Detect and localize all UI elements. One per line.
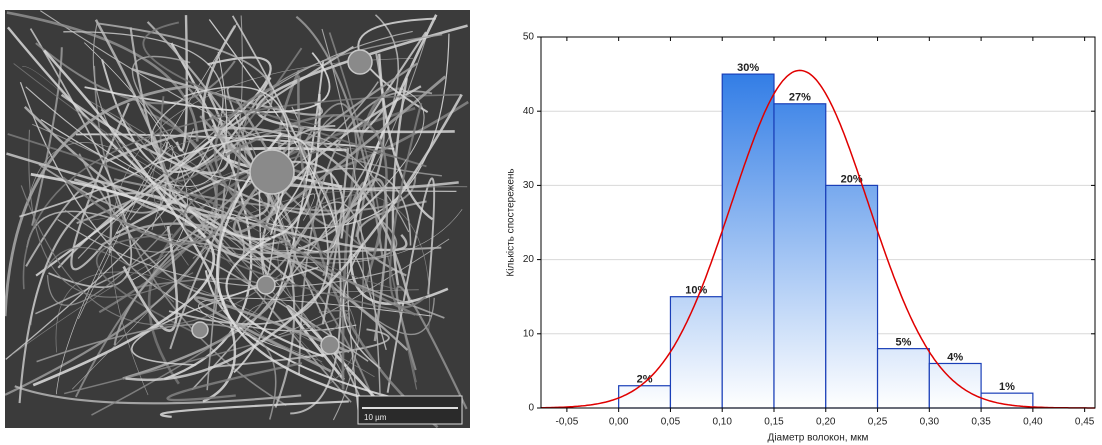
x-tick-label: -0,05	[555, 417, 578, 428]
x-tick-label: 0,10	[712, 417, 732, 428]
x-axis-label: Діаметр волокон, мкм	[768, 433, 869, 444]
value-label: 10%	[685, 285, 707, 297]
bead	[321, 336, 339, 354]
bar	[878, 349, 930, 408]
value-label: 30%	[737, 62, 759, 74]
page: 10 µm 0 10 20 30 40 50 -0,05 0,00 0,05 0,10 0,15 0,…	[0, 0, 1102, 445]
y-tick-label: 40	[523, 106, 535, 117]
chart: 0 10 20 30 40 50 -0,05 0,00 0,05 0,10 0,15 0,20 0,25…	[506, 32, 1095, 444]
bead	[192, 322, 208, 338]
figure: 10 µm 0 10 20 30 40 50 -0,05 0,00 0,05 0,10 0,15 0,…	[0, 0, 1102, 445]
bar	[670, 297, 722, 408]
y-tick-label: 30	[523, 180, 535, 191]
bar	[722, 74, 774, 408]
y-tick-label: 50	[523, 32, 535, 43]
x-tick-label: 0,45	[1075, 417, 1095, 428]
bead	[348, 50, 372, 74]
bar	[619, 386, 671, 408]
x-tick-label: 0,15	[764, 417, 784, 428]
y-tick-label: 20	[523, 254, 535, 265]
value-label: 2%	[637, 374, 653, 386]
y-axis-label: Кількість спостережень	[506, 168, 517, 276]
bead	[257, 276, 275, 294]
x-tick-label: 0,05	[661, 417, 681, 428]
sem-image	[5, 10, 470, 428]
scale-bar-label: 10 µm	[364, 413, 387, 422]
x-tick-label: 0,30	[920, 417, 940, 428]
bead	[250, 150, 294, 194]
bar	[774, 104, 826, 408]
x-tick-label: 0,20	[816, 417, 836, 428]
bar	[929, 363, 981, 408]
y-tick-label: 0	[528, 403, 534, 414]
value-label: 5%	[895, 337, 911, 349]
x-tick-label: 0,25	[868, 417, 888, 428]
x-tick-label: 0,40	[1023, 417, 1043, 428]
x-tick-label: 0,00	[609, 417, 629, 428]
x-tick-label: 0,35	[971, 417, 991, 428]
y-tick-label: 10	[523, 328, 535, 339]
value-label: 1%	[999, 381, 1015, 393]
bar	[826, 185, 878, 408]
value-label: 4%	[947, 351, 963, 363]
value-label: 27%	[789, 92, 811, 104]
